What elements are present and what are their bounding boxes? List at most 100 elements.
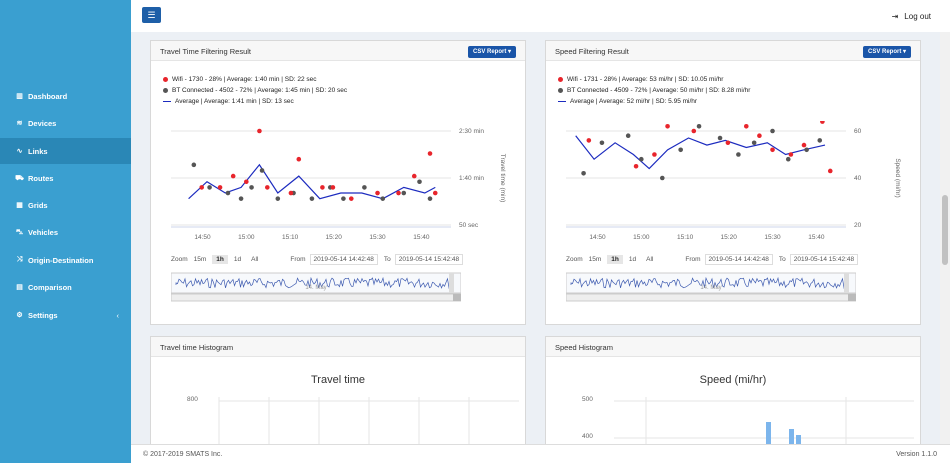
navigator-scrollbar[interactable]: 14. May	[171, 271, 461, 303]
chart-legend: Wifi - 1731 - 28% | Average: 53 mi/hr | …	[558, 74, 750, 107]
sidebar-item-dashboard[interactable]: ▥ Dashboard	[0, 83, 131, 109]
average-series-line	[575, 135, 826, 170]
sidebar-item-links[interactable]: ∿ Links	[0, 138, 131, 164]
navigator-handle	[449, 273, 454, 293]
wifi-data-point	[265, 185, 270, 190]
bt-data-point	[625, 133, 631, 138]
from-date-input[interactable]: 2019-05-14 14:42:48	[309, 254, 378, 265]
x-tick-label: 15:40	[808, 234, 825, 241]
x-tick-label: 14:50	[194, 234, 211, 241]
bt-data-point	[417, 179, 422, 185]
panel-header: Travel time Histogram	[151, 337, 525, 357]
legend-dot-icon	[163, 87, 168, 93]
zoom-all-button[interactable]: All	[251, 256, 259, 263]
from-date-input[interactable]: 2019-05-14 14:42:48	[704, 254, 773, 265]
sidebar-item-origin-destination[interactable]: ⤨ Origin-Destination	[0, 247, 131, 273]
legend-item-average[interactable]: Average | Average: 1:41 min | SD: 13 sec	[163, 96, 347, 107]
speed-scatter-chart[interactable]: 20 40 60 Speed (mi/hr) 14:50 15:00 15:10 15:20 1…	[546, 121, 922, 251]
legend-item-average[interactable]: Average | Average: 52 mi/hr | SD: 5.95 m…	[558, 96, 750, 107]
sidebar-item-comparison[interactable]: ▤ Comparison	[0, 274, 131, 300]
histogram-title: Speed (mi/hr)	[699, 374, 767, 386]
bt-data-point	[817, 138, 823, 143]
bt-data-point	[696, 124, 702, 129]
x-tick-label: 15:40	[413, 234, 430, 241]
bt-data-point	[249, 185, 254, 190]
wifi-data-point	[725, 140, 731, 146]
legend-line-icon	[558, 100, 566, 102]
legend-item-bt[interactable]: BT Connected - 4502 - 72% | Average: 1:4…	[163, 85, 347, 96]
navigator-scrollbar[interactable]: 14. May	[566, 271, 856, 303]
wifi-data-point	[244, 179, 249, 185]
y-tick-label: 500	[582, 396, 593, 403]
zoom-controls: Zoom 15m 1h 1d All From 2019-05-14 14:42…	[566, 254, 859, 265]
wifi-data-point	[427, 151, 433, 156]
sidebar-item-vehicles[interactable]: ⛍ Vehicles	[0, 219, 131, 245]
menu-toggle-button[interactable]: ☰	[142, 7, 161, 23]
navigator-track	[566, 293, 856, 302]
y-tick-label: 20	[854, 222, 862, 229]
zoom-1h-button[interactable]: 1h	[607, 255, 623, 264]
csv-report-button[interactable]: CSV Report ▾	[862, 46, 911, 58]
zoom-1d-button[interactable]: 1d	[628, 256, 637, 263]
wifi-data-point	[288, 190, 294, 196]
to-date-input[interactable]: 2019-05-14 15:42:48	[789, 254, 859, 265]
page-scrollbar[interactable]	[940, 32, 950, 444]
navigator-track	[171, 293, 461, 302]
sidebar-item-label: Origin-Destination	[28, 255, 94, 265]
legend-dot-icon	[558, 76, 563, 82]
y-axis-title: Speed (mi/hr)	[894, 158, 901, 197]
navigator-handle	[844, 273, 849, 293]
y-axis-title: Travel time (min)	[499, 154, 506, 203]
histogram-bar	[789, 429, 794, 444]
panel-title: Travel time Histogram	[160, 343, 234, 352]
zoom-15m-button[interactable]: 15m	[193, 256, 207, 263]
sidebar-item-label: Links	[28, 146, 48, 156]
legend-item-wifi[interactable]: Wifi - 1731 - 28% | Average: 53 mi/hr | …	[558, 74, 750, 85]
bt-data-point	[804, 147, 809, 153]
sidebar-item-label: Settings	[28, 310, 58, 320]
panel-header: Travel Time Filtering Result	[151, 41, 525, 61]
navigator-thumb	[848, 294, 856, 301]
zoom-1d-button[interactable]: 1d	[233, 256, 242, 263]
histogram-bar	[796, 435, 801, 444]
zoom-15m-button[interactable]: 15m	[588, 256, 602, 263]
y-tick-label: 2:30 min	[459, 128, 484, 135]
zoom-all-button[interactable]: All	[646, 256, 654, 263]
wifi-data-point	[330, 185, 336, 190]
y-tick-label: 60	[854, 128, 862, 135]
bt-data-point	[717, 135, 723, 141]
bt-data-point	[427, 196, 433, 201]
gear-icon: ⚙	[16, 312, 23, 319]
panel-title: Speed Filtering Result	[555, 47, 629, 56]
scrollbar-thumb[interactable]	[942, 195, 948, 265]
to-date-input[interactable]: 2019-05-14 15:42:48	[394, 254, 464, 265]
histogram-bar	[766, 422, 771, 444]
panel-header: Speed Histogram	[546, 337, 920, 357]
version-text: Version 1.1.0	[896, 451, 937, 458]
wifi-data-point	[757, 133, 762, 138]
navigator-series-line	[175, 276, 451, 290]
sidebar-item-settings[interactable]: ⚙ Settings ‹	[0, 302, 131, 328]
logout-link[interactable]: ⇥ Log out	[892, 12, 931, 21]
legend-item-wifi[interactable]: Wifi - 1730 - 28% | Average: 1:40 min | …	[163, 74, 347, 85]
road-icon: ⛟	[15, 174, 24, 182]
legend-item-bt[interactable]: BT Connected - 4509 - 72% | Average: 50 …	[558, 85, 750, 96]
sidebar-item-label: Vehicles	[28, 227, 59, 237]
x-tick-label: 15:30	[764, 234, 781, 241]
histogram-grid	[614, 397, 914, 444]
sidebar-item-label: Grids	[28, 200, 48, 210]
navigator-label: 14. May	[305, 285, 326, 291]
legend-dot-icon	[163, 76, 168, 82]
csv-report-button[interactable]: CSV Report ▾	[467, 46, 516, 58]
sidebar: ▥ Dashboard ≋ Devices ∿ Links ⛟ Routes ▦ Grids ⛍ Ve…	[0, 0, 131, 463]
wifi-data-point	[348, 196, 354, 201]
bt-data-point	[362, 185, 367, 190]
travel-time-scatter-chart[interactable]: 50 sec 1:40 min 2:30 min Travel time (min) 1…	[151, 121, 527, 251]
map-icon: ▥	[16, 93, 23, 100]
sidebar-item-devices[interactable]: ≋ Devices	[0, 110, 131, 136]
x-tick-label: 14:50	[589, 234, 606, 241]
zoom-1h-button[interactable]: 1h	[212, 255, 228, 264]
hamburger-icon: ☰	[147, 10, 156, 20]
sidebar-item-grids[interactable]: ▦ Grids	[0, 192, 131, 218]
sidebar-item-routes[interactable]: ⛟ Routes	[0, 165, 131, 191]
